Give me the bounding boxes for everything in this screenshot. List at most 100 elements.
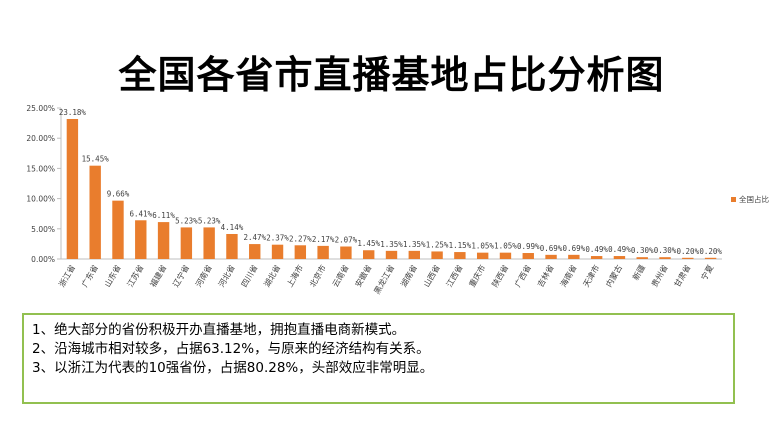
bar xyxy=(157,222,170,259)
bar xyxy=(454,252,466,259)
y-tick-label: 15.00% xyxy=(26,164,55,173)
category-label: 宁夏 xyxy=(699,263,716,282)
bar xyxy=(249,244,261,259)
bar xyxy=(408,250,420,259)
category-label: 广东省 xyxy=(79,263,100,289)
chart-title: 全国各省市直播基地占比分析图 xyxy=(118,53,665,97)
bar-chart: 0.00% 5.00% 10.00% 15.00% 20.00% 25.00% 23.18%… xyxy=(26,104,769,296)
category-label: 重庆市 xyxy=(467,263,488,289)
category-label: 江西省 xyxy=(444,263,465,289)
category-label: 云南省 xyxy=(330,263,351,289)
category-label: 北京市 xyxy=(307,263,328,289)
bar xyxy=(568,254,580,259)
y-tick-label: 10.00% xyxy=(26,195,55,204)
category-label: 河南省 xyxy=(193,263,214,289)
data-label: 0.99% xyxy=(517,242,540,251)
category-label: 新疆 xyxy=(630,263,647,282)
category-label: 贵州省 xyxy=(649,263,670,289)
data-label: 2.27% xyxy=(289,234,312,243)
data-label: 15.45% xyxy=(82,155,110,164)
data-label: 2.47% xyxy=(243,233,266,242)
bar xyxy=(545,254,557,259)
category-label: 吉林省 xyxy=(535,263,556,289)
data-label: 0.69% xyxy=(563,244,586,253)
data-label: 0.49% xyxy=(608,245,631,254)
data-label: 0.30% xyxy=(654,246,677,255)
data-label: 0.20% xyxy=(677,247,700,256)
category-label: 福建省 xyxy=(148,263,169,289)
bar xyxy=(613,256,626,259)
data-label: 2.17% xyxy=(312,235,335,244)
bar xyxy=(66,118,79,259)
legend-label: 全国占比 xyxy=(739,194,769,204)
bar xyxy=(385,250,398,259)
category-label: 黑龙江省 xyxy=(372,263,397,296)
bar xyxy=(659,257,671,259)
data-label: 23.18% xyxy=(59,108,87,117)
y-tick-label: 20.00% xyxy=(26,134,55,143)
y-tick-label: 0.00% xyxy=(31,255,55,264)
category-label: 江苏省 xyxy=(125,263,146,289)
category-label: 山东省 xyxy=(102,263,123,289)
note-line-2: 2、沿海城市相对较多，占据63.12%，与原来的经济结构有关系。 xyxy=(32,341,430,357)
bar xyxy=(271,244,284,259)
data-label: 4.14% xyxy=(221,223,244,232)
data-label: 2.37% xyxy=(266,234,289,243)
bar xyxy=(682,257,694,259)
data-label: 6.11% xyxy=(152,211,175,220)
bar xyxy=(704,257,717,259)
data-label: 5.23% xyxy=(175,216,198,225)
bar xyxy=(499,252,512,259)
legend-swatch xyxy=(731,197,736,202)
data-label: 1.35% xyxy=(380,240,403,249)
category-label: 陕西省 xyxy=(490,263,511,289)
bar xyxy=(317,245,329,259)
category-label: 天津市 xyxy=(581,263,602,289)
bar xyxy=(431,251,443,259)
data-label: 0.20% xyxy=(699,247,722,256)
category-label: 四川省 xyxy=(239,263,260,289)
bar xyxy=(636,257,648,259)
bar xyxy=(226,233,238,259)
note-line-3: 3、以浙江为代表的10强省份，占据80.28%，头部效应非常明显。 xyxy=(32,360,434,376)
data-label: 2.07% xyxy=(335,235,358,244)
data-label: 0.30% xyxy=(631,246,654,255)
y-tick-label: 5.00% xyxy=(31,225,55,234)
data-label: 0.69% xyxy=(540,244,563,253)
bar xyxy=(476,252,489,259)
analysis-notes-box: 1、绝大部分的省份积极开办直播基地，拥抱直播电商新模式。 2、沿海城市相对较多，… xyxy=(22,313,735,404)
bar xyxy=(294,245,307,259)
category-label: 湖北省 xyxy=(262,263,283,289)
data-label: 1.25% xyxy=(426,240,449,249)
category-label: 浙江省 xyxy=(56,263,77,289)
category-label: 海南省 xyxy=(558,263,579,289)
y-tick-label: 25.00% xyxy=(26,104,55,113)
bar xyxy=(590,256,603,259)
bar xyxy=(340,246,352,259)
data-label: 1.45% xyxy=(357,239,380,248)
data-label: 1.15% xyxy=(449,241,472,250)
category-label: 内蒙古 xyxy=(604,263,625,289)
category-label: 辽宁省 xyxy=(170,263,191,289)
category-label: 河北省 xyxy=(216,263,237,289)
bar xyxy=(112,200,124,259)
category-label: 甘肃省 xyxy=(672,263,693,289)
data-label: 0.49% xyxy=(585,245,608,254)
data-label: 1.35% xyxy=(403,240,426,249)
data-label: 9.66% xyxy=(107,190,130,199)
data-label: 6.41% xyxy=(129,209,152,218)
bar xyxy=(135,220,147,259)
bar xyxy=(180,227,193,259)
note-line-1: 1、绝大部分的省份积极开办直播基地，拥抱直播电商新模式。 xyxy=(32,322,406,338)
bar xyxy=(522,253,534,259)
bar xyxy=(89,165,101,259)
category-label: 山西省 xyxy=(421,263,442,289)
category-label: 广西省 xyxy=(512,263,533,289)
category-label: 上海市 xyxy=(284,263,305,289)
bar xyxy=(203,227,215,259)
category-label: 湖南省 xyxy=(398,263,419,289)
data-label: 1.05% xyxy=(494,242,517,251)
data-label: 1.05% xyxy=(471,242,494,251)
bar xyxy=(363,250,375,259)
category-label: 安徽省 xyxy=(353,263,374,289)
